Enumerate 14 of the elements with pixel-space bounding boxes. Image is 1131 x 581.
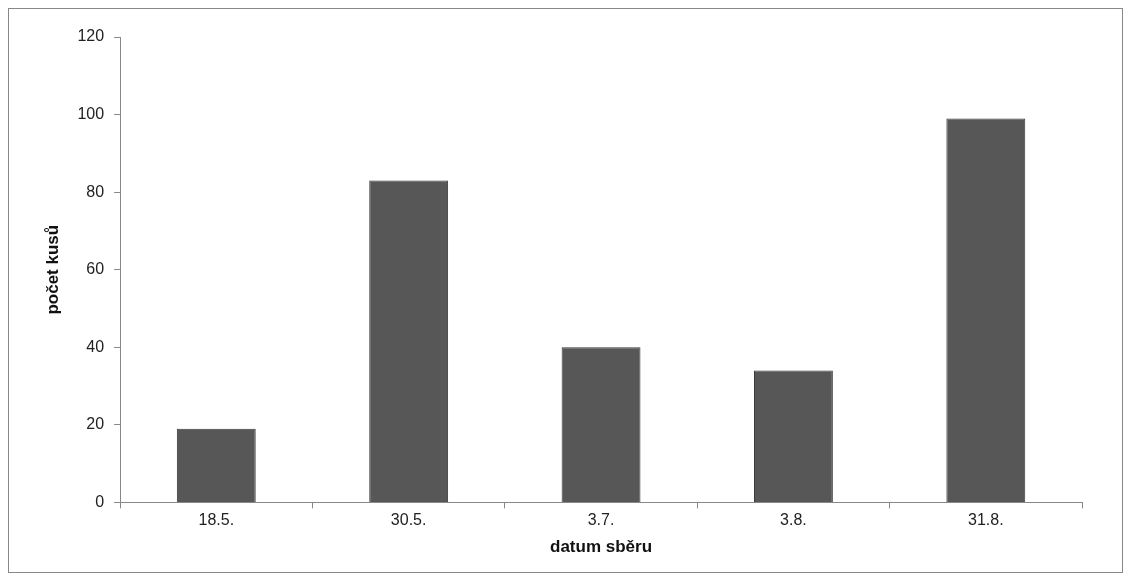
y-tick-label: 80 <box>86 182 105 200</box>
y-tick-label: 40 <box>86 337 105 355</box>
x-tick-label: 31.8. <box>968 511 1004 529</box>
x-tick-label: 18.5. <box>198 511 235 529</box>
y-tick-label: 20 <box>86 415 105 433</box>
y-tick-label: 100 <box>77 104 105 122</box>
x-tick-label: 30.5. <box>390 511 427 529</box>
x-axis-title: datum sběru <box>550 537 653 557</box>
x-tick-label: 3.7. <box>587 511 615 529</box>
x-tick-label: 3.8. <box>780 511 807 529</box>
y-tick-label: 120 <box>77 27 105 45</box>
y-tick-label: 0 <box>95 492 105 510</box>
y-axis-title: počet kusů <box>42 224 62 315</box>
y-tick-label: 60 <box>86 260 105 278</box>
